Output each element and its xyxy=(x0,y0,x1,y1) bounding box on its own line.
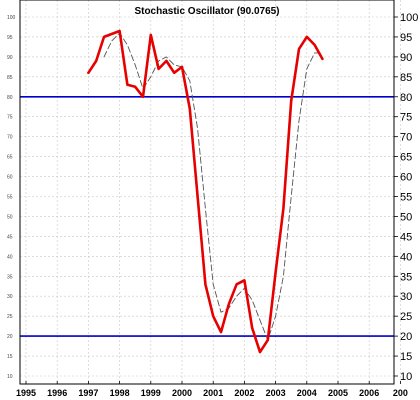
y-tick-label-left: 60 xyxy=(7,175,13,181)
y-tick-label-right: 10 xyxy=(400,371,412,383)
y-tick-label-right: 50 xyxy=(400,211,412,223)
y-tick-label-left: 20 xyxy=(7,334,13,340)
y-tick-label-right: 60 xyxy=(400,172,412,184)
y-tick-label-left: 75 xyxy=(7,115,13,121)
y-tick-label-right: 65 xyxy=(400,152,412,164)
y-tick-label-left: 80 xyxy=(7,95,13,101)
y-tick-label-right: 70 xyxy=(400,132,412,144)
y-tick-label-left: 90 xyxy=(7,55,13,61)
oscillator-line-red xyxy=(87,29,324,354)
series-lines xyxy=(87,29,324,354)
plot-frame xyxy=(19,0,395,385)
x-tick-label: 2001 xyxy=(203,388,223,398)
y-axis-ticks: 10 10 15 15 20 20 25 25 30 30 35 35 40 40 45 45 50 50 55 55… xyxy=(7,12,418,383)
y-tick-label-left: 40 xyxy=(7,254,13,260)
y-tick-label-right: 85 xyxy=(400,72,412,84)
y-tick-label-left: 100 xyxy=(7,15,16,21)
y-tick-label-left: 35 xyxy=(7,274,13,280)
y-tick-label-left: 10 xyxy=(7,374,13,380)
y-tick-label-right: 30 xyxy=(400,291,412,303)
y-tick-label-left: 55 xyxy=(7,195,13,201)
y-tick-label-left: 70 xyxy=(7,135,13,141)
y-tick-label-right: 45 xyxy=(400,231,412,243)
y-tick-label-right: 25 xyxy=(400,311,412,323)
y-tick-label-right: 20 xyxy=(400,331,412,343)
y-tick-label-left: 85 xyxy=(7,75,13,81)
x-tick-label: 2000 xyxy=(172,388,192,398)
y-tick-label-right: 15 xyxy=(400,351,412,363)
y-tick-label-left: 30 xyxy=(7,294,13,300)
x-tick-label: 2002 xyxy=(234,388,254,398)
y-tick-label-left: 45 xyxy=(7,234,13,240)
x-tick-label: 1996 xyxy=(47,388,67,398)
y-tick-label-right: 90 xyxy=(400,52,412,64)
y-tick-label-left: 15 xyxy=(7,354,13,360)
x-tick-label: 2004 xyxy=(297,388,317,398)
x-tick-label: 2006 xyxy=(359,388,379,398)
chart-title: Stochastic Oscillator (90.0765) xyxy=(134,6,279,17)
y-tick-label-right: 35 xyxy=(400,271,412,283)
x-tick-label: 200 xyxy=(393,388,408,398)
x-tick-label: 1998 xyxy=(110,388,130,398)
x-tick-label: 1997 xyxy=(78,388,98,398)
y-tick-label-left: 95 xyxy=(7,35,13,41)
y-tick-label-left: 50 xyxy=(7,214,13,220)
y-tick-label-right: 100 xyxy=(400,12,418,24)
y-tick-label-right: 55 xyxy=(400,192,412,204)
grid-lines xyxy=(20,0,401,384)
y-tick-label-right: 80 xyxy=(400,92,412,104)
y-tick-label-right: 95 xyxy=(400,32,412,44)
y-tick-label-left: 65 xyxy=(7,155,13,161)
reference-lines xyxy=(20,95,394,337)
x-tick-label: 2005 xyxy=(328,388,348,398)
x-tick-label: 1999 xyxy=(141,388,161,398)
y-tick-label-right: 40 xyxy=(400,251,412,263)
y-tick-label-left: 25 xyxy=(7,314,13,320)
y-tick-label-right: 75 xyxy=(400,112,412,124)
signal-line-dashed xyxy=(103,32,323,341)
x-tick-label: 1995 xyxy=(16,388,36,398)
x-axis-ticks: 1995 1996 1997 1998 1999 2000 2001 2002 2003 2004… xyxy=(16,381,408,398)
x-tick-label: 2003 xyxy=(266,388,286,398)
